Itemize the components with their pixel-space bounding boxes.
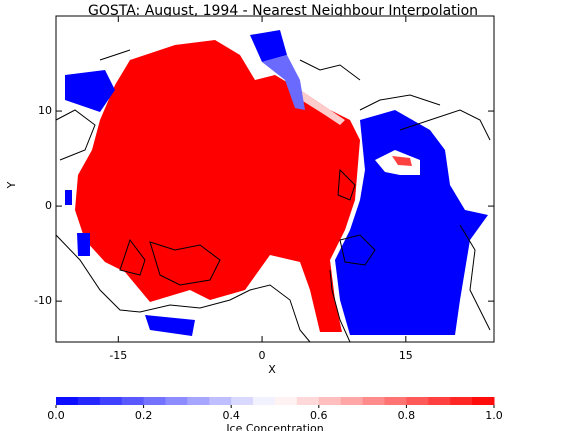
colorbar-label: Ice Concentration	[226, 422, 323, 431]
chart-title: GOSTA: August, 1994 - Nearest Neighbour …	[88, 3, 478, 19]
colorbar-step	[296, 397, 320, 405]
colorbar-step	[121, 397, 145, 405]
x-tick-label: -15	[109, 349, 127, 362]
colorbar-step	[406, 397, 429, 405]
colorbar-step	[275, 397, 298, 405]
colorbar-step	[187, 397, 210, 405]
y-tick-label: 0	[45, 199, 52, 212]
y-tick-label: 10	[38, 104, 52, 117]
y-tick-label: -10	[34, 294, 52, 307]
coastline	[55, 49, 491, 343]
colorbar-step	[472, 397, 495, 405]
ice-region	[65, 70, 115, 112]
colorbar-tick-label: 1.0	[485, 409, 503, 422]
colorbar-step	[428, 397, 451, 405]
x-tick-label: 15	[399, 349, 413, 362]
colorbar-step	[450, 397, 473, 405]
colorbar-tick-label: 0.2	[135, 409, 153, 422]
colorbar-step	[77, 397, 101, 405]
ice-edge	[262, 55, 305, 110]
ice-region	[335, 110, 488, 335]
colorbar-step	[209, 397, 232, 405]
colorbar-step	[165, 397, 188, 405]
plot-frame	[55, 15, 495, 343]
colorbar-step	[253, 397, 276, 405]
x-tick-label: 0	[259, 349, 266, 362]
colorbar-tick-label: 0.6	[310, 409, 328, 422]
colorbar-tick-label: 0.4	[222, 409, 240, 422]
ice-region	[65, 190, 72, 205]
y-axis-label: Y	[5, 181, 18, 189]
map	[55, 16, 494, 343]
ice-region	[392, 156, 412, 166]
ice-region	[145, 315, 195, 336]
colorbar-tick-label: 0.0	[47, 409, 65, 422]
colorbar-step	[56, 397, 79, 405]
colorbar-step	[143, 397, 166, 405]
x-axis-label: X	[268, 363, 276, 376]
ice-region	[75, 40, 360, 332]
colorbar-step	[231, 397, 254, 405]
colorbar-step	[99, 397, 123, 405]
colorbar-step	[362, 397, 385, 405]
ice-edge	[298, 90, 345, 125]
colorbar-tick-label: 0.8	[398, 409, 416, 422]
ice-region	[77, 233, 90, 256]
colorbar-step	[340, 397, 364, 405]
colorbar-step	[384, 397, 407, 405]
ice-region	[250, 30, 287, 62]
colorbar-step	[318, 397, 342, 405]
